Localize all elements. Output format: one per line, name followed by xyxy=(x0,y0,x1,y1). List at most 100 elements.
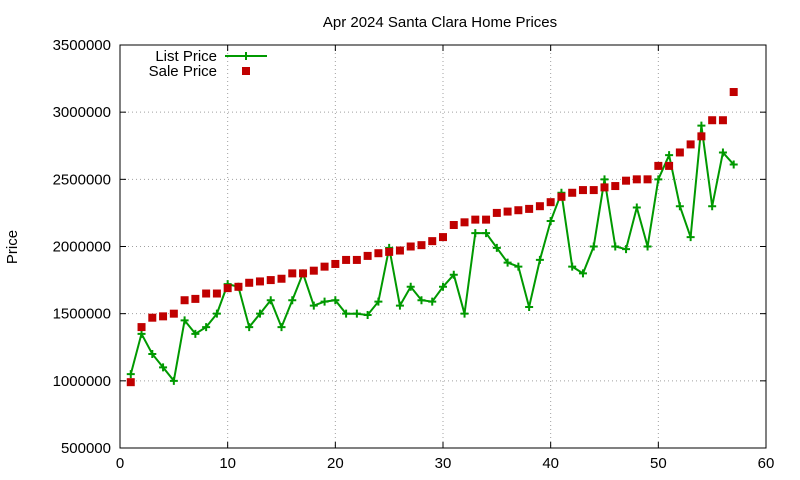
list-price-point xyxy=(449,270,458,279)
x-tick-label: 20 xyxy=(327,455,344,472)
list-price-point xyxy=(137,329,146,338)
chart-title: Apr 2024 Santa Clara Home Prices xyxy=(323,14,557,31)
y-tick-label: 2500000 xyxy=(53,171,111,188)
sale-price-point xyxy=(525,204,534,213)
list-price-point xyxy=(654,175,663,184)
list-price-point xyxy=(514,262,523,271)
sale-price-point xyxy=(622,176,631,185)
list-price-point xyxy=(309,301,318,310)
list-price-point xyxy=(578,269,587,278)
sale-price-point xyxy=(632,175,641,184)
list-price-point xyxy=(363,311,372,320)
list-price-point xyxy=(266,296,275,305)
list-price-point xyxy=(428,297,437,306)
y-axis-label: Price xyxy=(4,230,21,264)
y-tick-label: 1000000 xyxy=(53,373,111,390)
list-price-point xyxy=(191,329,200,338)
list-price-line xyxy=(129,125,735,384)
list-price-point xyxy=(169,376,178,385)
list-price-point xyxy=(277,323,286,332)
list-price-point xyxy=(255,309,264,318)
list-price-point xyxy=(320,297,329,306)
sale-price-point xyxy=(439,233,447,242)
sale-price-point xyxy=(255,277,264,286)
sale-price-point xyxy=(148,313,157,322)
list-price-point xyxy=(331,296,340,305)
sale-price-point xyxy=(568,188,577,197)
y-tick-label: 500000 xyxy=(61,440,111,457)
sale-price-point xyxy=(331,259,340,268)
list-price-point xyxy=(374,297,383,306)
sale-price-point xyxy=(169,309,178,318)
sale-price-point xyxy=(578,186,587,195)
list-price-point xyxy=(643,242,652,251)
sale-price-point xyxy=(245,278,254,287)
y-tick-label: 3000000 xyxy=(53,104,111,121)
sale-price-point xyxy=(514,206,523,215)
list-price-point xyxy=(212,309,221,318)
list-price-point xyxy=(148,349,157,358)
sale-price-point xyxy=(697,132,706,141)
sale-price-point xyxy=(729,88,738,97)
list-price-point xyxy=(600,175,609,184)
sale-price-point xyxy=(363,251,372,260)
list-price-point xyxy=(568,262,577,271)
list-price-point xyxy=(460,309,469,318)
list-price-point xyxy=(622,245,631,254)
sale-price-point xyxy=(288,269,297,278)
sale-price-point xyxy=(611,182,620,191)
sale-price-point xyxy=(417,241,426,250)
legend-label-list-price: List Price xyxy=(155,48,217,65)
list-price-point xyxy=(708,202,717,211)
list-price-point xyxy=(439,282,447,291)
list-price-point xyxy=(342,309,351,318)
x-tick-label: 50 xyxy=(650,455,667,472)
list-price-point xyxy=(535,255,544,264)
sale-price-point xyxy=(126,378,135,387)
sale-price-point xyxy=(137,323,146,332)
sale-price-point xyxy=(503,207,512,216)
sale-price-point xyxy=(395,246,404,255)
list-price-point xyxy=(697,121,706,130)
list-price-point xyxy=(395,301,404,310)
y-tick-label: 3500000 xyxy=(53,37,111,54)
sale-price-point xyxy=(352,255,361,264)
list-price-point xyxy=(503,258,512,267)
sale-price-point xyxy=(406,242,415,251)
legend-label-sale-price: Sale Price xyxy=(149,63,217,80)
list-price-point xyxy=(686,233,695,242)
x-tick-label: 60 xyxy=(758,455,775,472)
sale-price-point xyxy=(708,116,717,125)
sale-price-point xyxy=(202,289,211,298)
sale-price-point xyxy=(643,175,652,184)
sale-price-point xyxy=(180,296,189,305)
sale-price-point xyxy=(320,262,329,271)
list-price-point xyxy=(352,309,361,318)
sale-price-point xyxy=(234,282,243,291)
list-price-point xyxy=(729,160,738,169)
sale-price-point xyxy=(266,276,275,285)
sale-price-point xyxy=(460,218,469,227)
sale-price-point xyxy=(385,247,394,256)
sale-price-point xyxy=(428,237,437,246)
sale-price-point xyxy=(589,186,598,195)
legend-marker-list-price xyxy=(242,52,250,60)
list-price-point xyxy=(525,302,534,311)
sale-price-point xyxy=(492,208,501,217)
sale-price-point xyxy=(309,266,318,275)
list-price-point xyxy=(126,370,135,379)
sale-price-point xyxy=(535,202,544,211)
list-price-point xyxy=(632,203,641,212)
series-layer xyxy=(126,88,738,387)
sale-price-point xyxy=(600,183,609,192)
x-tick-label: 40 xyxy=(542,455,559,472)
y-tick-label: 1500000 xyxy=(53,306,111,323)
list-price-point xyxy=(406,282,415,291)
sale-price-point xyxy=(299,269,308,278)
sale-price-point xyxy=(191,294,200,303)
list-price-point xyxy=(471,229,480,238)
list-price-point xyxy=(546,216,555,225)
sale-price-point xyxy=(482,215,491,224)
